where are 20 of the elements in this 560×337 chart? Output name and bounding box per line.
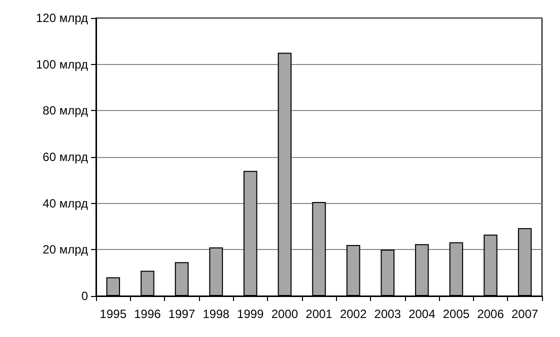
x-tick-label: 2002 bbox=[340, 307, 367, 321]
y-tick-label: 40 млрд bbox=[42, 196, 88, 210]
y-tick-label: 80 млрд bbox=[42, 104, 88, 118]
x-tick-label: 1997 bbox=[168, 307, 196, 321]
x-tick-label: 2007 bbox=[511, 307, 539, 321]
y-tick-label: 100 млрд bbox=[36, 57, 88, 72]
y-tick-label: 0 bbox=[81, 289, 88, 303]
y-tick-label: 120 млрд bbox=[36, 11, 88, 25]
x-tick-label: 2006 bbox=[477, 307, 504, 321]
x-tick-label: 1996 bbox=[134, 307, 162, 321]
x-tick-label: 1995 bbox=[100, 307, 127, 321]
y-tick-label: 60 млрд bbox=[42, 150, 88, 164]
x-tick-label: 2000 bbox=[271, 307, 298, 321]
y-tick-label: 20 млрд bbox=[42, 242, 88, 257]
x-tick-label: 1999 bbox=[237, 307, 264, 321]
x-tick-label: 1998 bbox=[202, 307, 230, 321]
x-tick-label: 2003 bbox=[374, 307, 402, 321]
x-tick-label: 2004 bbox=[408, 307, 436, 321]
x-tick-label: 2005 bbox=[442, 307, 470, 321]
x-tick-label: 2001 bbox=[306, 307, 333, 321]
